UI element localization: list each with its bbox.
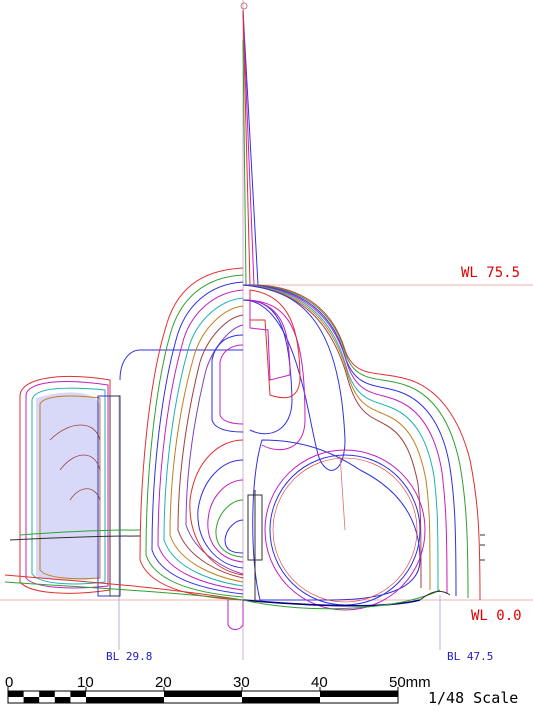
scale-bar-block <box>86 697 164 703</box>
scale-bar-block <box>70 691 86 697</box>
scale-bar: 0 10 20 30 40 50mm 1/48 Scale <box>5 674 518 707</box>
scale-bar-block <box>242 697 320 703</box>
scale-bar-block <box>164 691 242 697</box>
scale-tick-label: 10 <box>77 674 94 691</box>
canopy-section <box>19 349 243 597</box>
scale-bar-block <box>39 691 55 697</box>
scale-bar-block <box>54 697 71 703</box>
scale-tick-label: 40 <box>311 674 328 691</box>
tail-fin <box>242 9 259 286</box>
scale-tick-label: 50mm <box>389 674 431 691</box>
right-fuselage-contours <box>242 284 481 601</box>
buttock-line-left-label: BL 29.8 <box>106 650 152 663</box>
scale-tick-label: 30 <box>233 674 250 691</box>
centerline-top-marker <box>240 2 248 10</box>
scale-bar-block <box>320 691 398 697</box>
intake-section <box>242 439 485 611</box>
scale-tick-label: 20 <box>155 674 172 691</box>
scale-text: 1/48 Scale <box>428 689 518 707</box>
buttock-line-right-label: BL 47.5 <box>447 650 493 663</box>
scale-bar-block <box>8 691 24 697</box>
scale-bar-block <box>23 697 40 703</box>
waterline-top-label: WL 75.5 <box>461 265 520 281</box>
waterline-zero-label: WL 0.0 <box>471 608 522 624</box>
left-fuselage-contours <box>4 267 244 630</box>
scale-tick-label: 0 <box>5 674 13 691</box>
